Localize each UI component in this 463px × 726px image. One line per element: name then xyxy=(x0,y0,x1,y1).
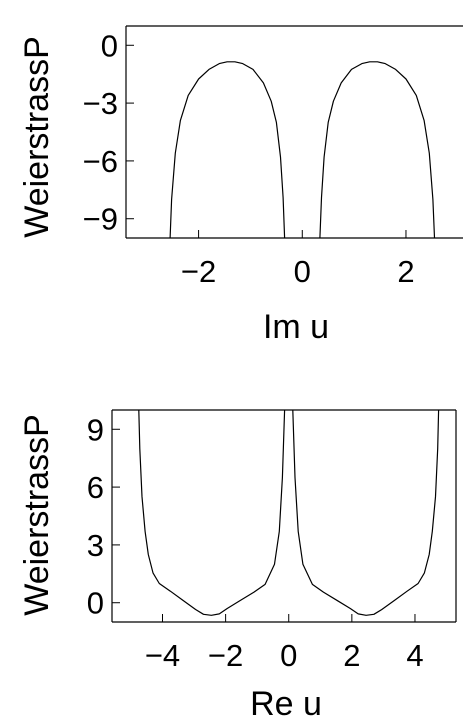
x-tick-label: 0 xyxy=(294,254,311,289)
series-line xyxy=(319,61,436,239)
chart-re-u: 9 6 3 0 −4 −2 0 2 4 WeierstrassP Re u xyxy=(18,409,457,723)
y-tick-label: 6 xyxy=(87,470,104,505)
x-tick-label: −4 xyxy=(145,638,180,673)
x-tick-label: 2 xyxy=(343,638,360,673)
y-axis-label: WeierstrassP xyxy=(18,36,56,238)
x-tick-label: −2 xyxy=(181,254,216,289)
y-axis-ticks: 9 6 3 0 xyxy=(87,412,120,621)
x-tick-label: 0 xyxy=(280,638,297,673)
y-tick-label: −6 xyxy=(83,144,118,179)
x-axis-label: Im u xyxy=(263,308,329,346)
chart-im-u: 0 −3 −6 −9 −2 0 2 WeierstrassP Im u xyxy=(18,25,463,346)
y-axis-ticks: 0 −3 −6 −9 xyxy=(83,28,134,237)
y-tick-label: −9 xyxy=(83,202,118,237)
y-tick-label: 0 xyxy=(87,586,104,621)
plot-frame xyxy=(125,25,463,239)
x-axis-ticks: −2 0 2 xyxy=(181,230,415,289)
x-axis-ticks: −4 −2 0 2 4 xyxy=(145,614,424,673)
x-axis-label: Re u xyxy=(250,685,322,723)
x-tick-label: −2 xyxy=(208,638,243,673)
y-tick-label: 0 xyxy=(101,28,118,63)
series-lines xyxy=(169,61,436,239)
series-lines xyxy=(138,409,440,616)
series-line xyxy=(292,409,440,616)
y-tick-label: 3 xyxy=(87,528,104,563)
y-tick-label: −3 xyxy=(83,86,118,121)
y-tick-label: 9 xyxy=(87,412,104,447)
y-axis-label: WeierstrassP xyxy=(18,414,56,616)
x-tick-label: 2 xyxy=(397,254,414,289)
series-line xyxy=(138,409,286,616)
x-tick-label: 4 xyxy=(406,638,423,673)
series-line xyxy=(169,61,286,239)
